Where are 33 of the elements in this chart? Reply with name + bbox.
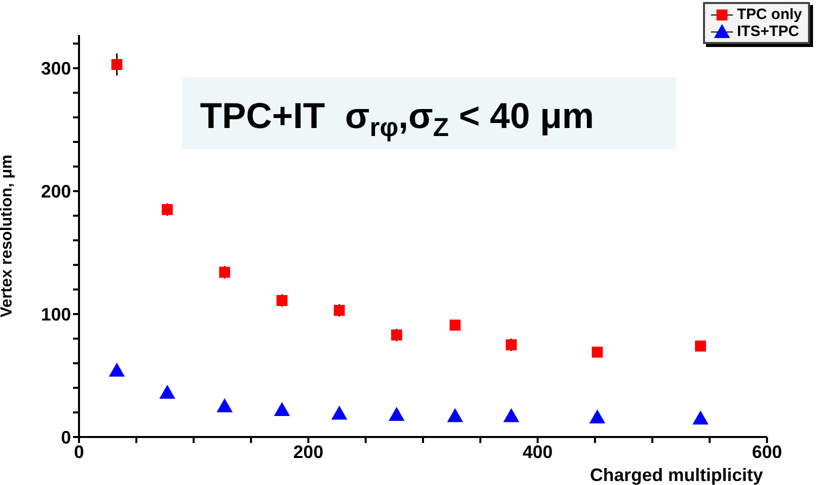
point	[111, 59, 122, 70]
y-axis-title: Vertex resolution, μm	[0, 154, 16, 318]
x-tick-label: 600	[752, 442, 782, 462]
point	[589, 409, 606, 424]
x-tick-label: 0	[74, 442, 84, 462]
y-tick-label: 300	[40, 58, 71, 79]
point	[331, 406, 348, 420]
point	[592, 346, 603, 358]
point	[692, 410, 708, 425]
point	[334, 304, 345, 316]
point	[388, 406, 405, 421]
point	[391, 329, 402, 340]
point	[274, 402, 290, 416]
legend-label: TPC only	[736, 6, 802, 23]
x-tick-label: 400	[522, 442, 553, 462]
x-tick-label: 200	[293, 442, 324, 462]
annotation: TPC+IT σ$_{rφ}$,σ$_{Z}$ < 40 μm	[200, 95, 594, 142]
legend-label: ITS+TPC	[736, 23, 800, 40]
y-tick-label: 200	[40, 182, 71, 202]
point	[276, 295, 288, 306]
point	[162, 204, 173, 216]
point	[694, 340, 706, 352]
point	[108, 362, 125, 377]
point	[159, 384, 176, 399]
y-tick-label: 0	[60, 427, 71, 448]
x-axis-title: Charged multiplicity	[590, 465, 763, 485]
point	[506, 339, 517, 350]
point	[450, 320, 461, 331]
point	[219, 266, 230, 278]
point	[216, 398, 233, 412]
point	[447, 408, 464, 422]
point	[503, 408, 520, 422]
y-tick-label: 100	[40, 304, 71, 324]
